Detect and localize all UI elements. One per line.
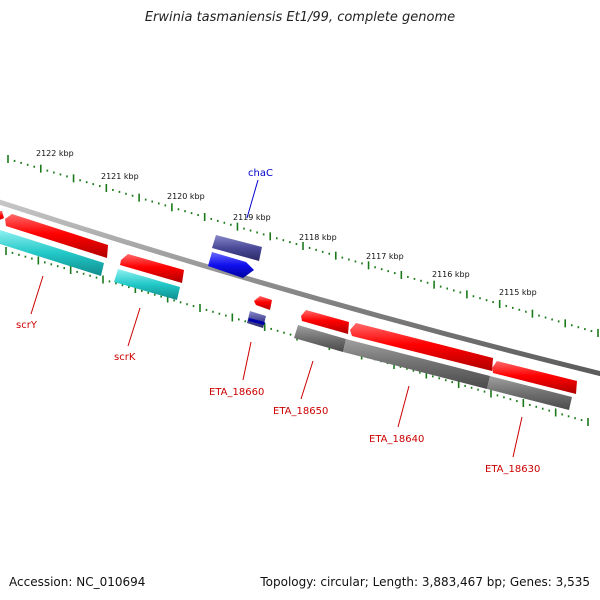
gene-label-scry: scrY [16,320,38,331]
outer-tick-track [7,155,599,337]
genome-backbone [0,199,600,377]
gene-bar-blue [248,318,265,325]
gene-label-scrk: scrK [114,352,136,363]
map-title: Erwinia tasmaniensis Et1/99, complete ge… [144,10,456,25]
scale-label: 2119 kbp [233,213,271,222]
scale-label: 2118 kbp [299,233,337,242]
leader-line [512,416,523,458]
gene-label-eta-18640: ETA_18640 [369,434,424,445]
gene-arrow-red [492,361,577,394]
accession-text: Accession: NC_010694 [9,575,146,589]
leader-line [127,307,141,347]
leader-line [242,341,252,381]
leader-line [246,179,259,219]
cds-bar-gray [294,325,346,352]
gene-arrow-dark-blue [212,235,262,261]
gene-arrow-blue [208,252,254,278]
scale-label: 2117 kbp [366,252,404,261]
gene-label-eta-18650: ETA_18650 [273,406,328,417]
genome-summary-text: Topology: circular; Length: 3,883,467 bp… [260,575,590,589]
gene-arrow-red [5,214,108,258]
cds-bar-gray [343,339,490,389]
leader-line [397,385,410,428]
cds-bar-cyan [114,269,180,300]
gene-arrow-red [350,323,493,371]
leader-line [30,275,44,315]
leader-line [300,360,314,400]
gene-arrow-red [120,254,184,283]
scale-label: 2120 kbp [167,192,205,201]
scale-label: 2122 kbp [36,149,74,158]
cds-bar-cyan [0,230,104,276]
cds-bar-gray [487,376,572,410]
gene-arrow-red [0,211,4,220]
gene-label-eta-18660: ETA_18660 [209,387,264,398]
gene-arrow-red [254,296,272,310]
gene-arrow-red [301,310,349,334]
gene-label-chac: chaC [248,168,273,179]
scale-label: 2115 kbp [499,288,537,297]
gene-label-eta-18630: ETA_18630 [485,464,540,475]
scale-label: 2116 kbp [432,270,470,279]
scale-label: 2121 kbp [101,172,139,181]
